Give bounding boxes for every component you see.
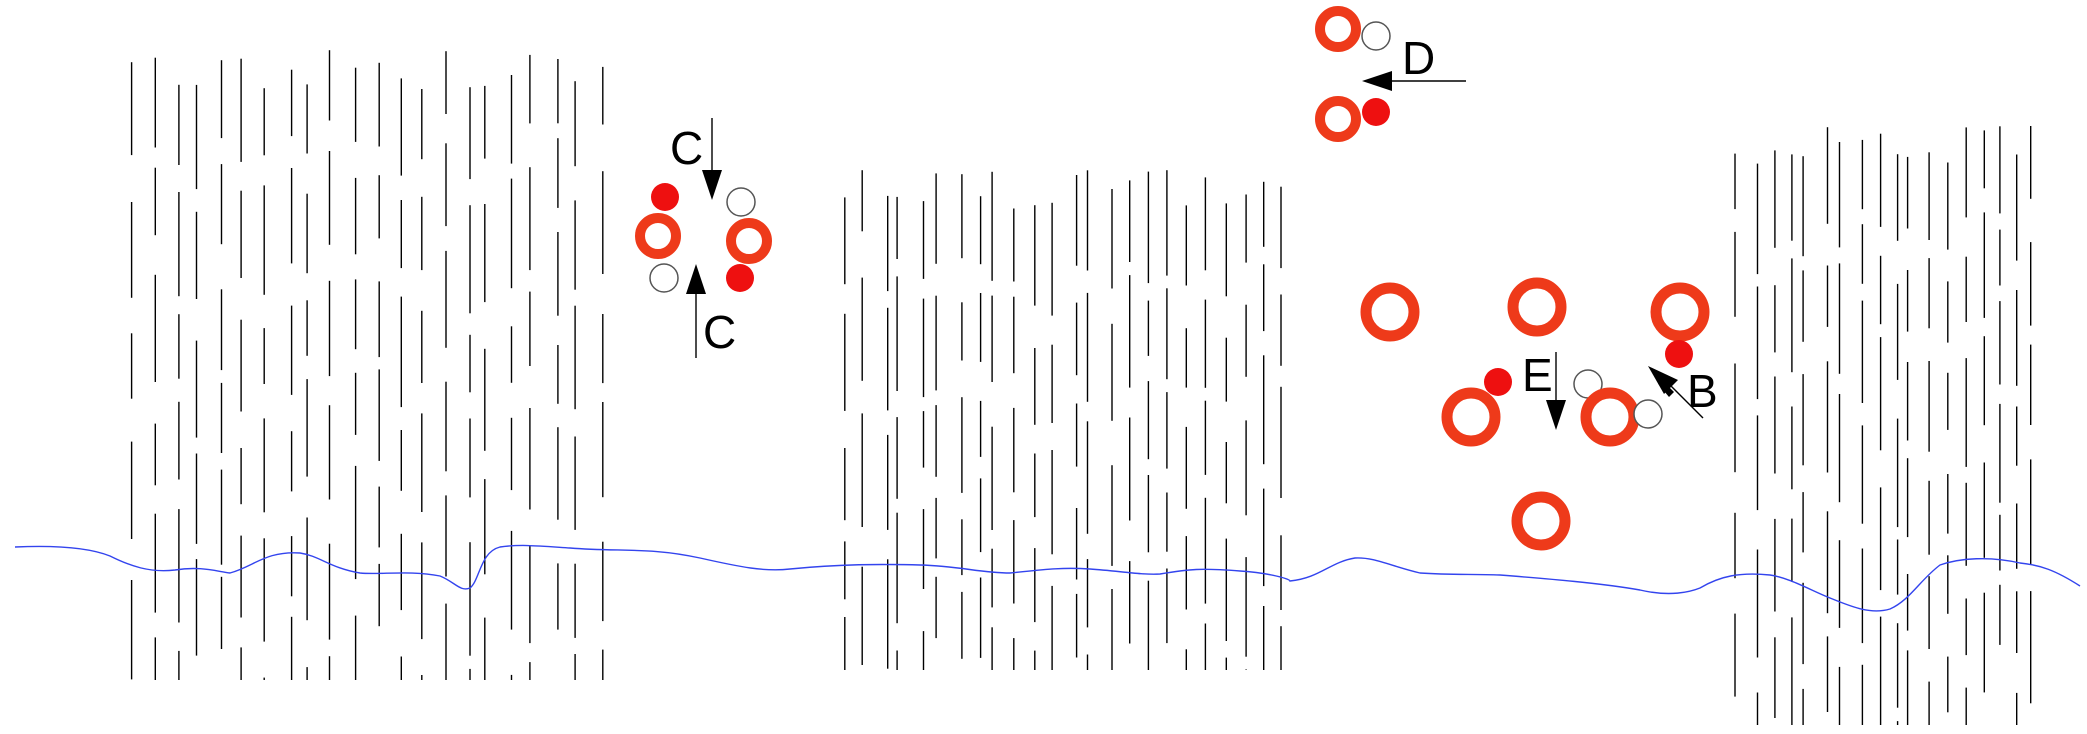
arrow-icon xyxy=(1546,400,1566,430)
label-c-bottom: C xyxy=(703,306,736,358)
orange-ring-icon xyxy=(726,218,772,264)
red-dot-icon xyxy=(1665,340,1693,368)
white-dot-icon xyxy=(726,187,756,217)
white-dot-icon xyxy=(649,263,679,293)
symbol-cluster-e-b: E B xyxy=(1360,277,1718,551)
orange-ring-icon xyxy=(1360,282,1420,342)
orange-ring-icon xyxy=(635,213,681,259)
orange-ring-icon xyxy=(1580,387,1640,447)
orange-ring-icon xyxy=(1315,6,1361,52)
white-dot-icon xyxy=(1633,399,1663,429)
arrow-icon xyxy=(1648,366,1678,394)
symbol-cluster-c: C C xyxy=(635,118,772,358)
label-c-top: C xyxy=(670,122,703,174)
arrow-icon xyxy=(686,264,706,294)
arrow-b-shaft xyxy=(1667,382,1704,419)
red-dot-icon xyxy=(651,183,679,211)
label-e: E xyxy=(1522,349,1553,401)
vertical-stalk-field xyxy=(130,50,2032,725)
white-dot-icon xyxy=(1361,21,1391,51)
orange-ring-icon xyxy=(1315,96,1361,142)
symbol-cluster-d: D xyxy=(1315,6,1466,142)
red-dot-icon xyxy=(1484,368,1512,396)
orange-ring-icon xyxy=(1507,277,1567,337)
red-dot-icon xyxy=(726,264,754,292)
red-dot-icon xyxy=(1362,98,1390,126)
label-b: B xyxy=(1687,365,1718,417)
label-d: D xyxy=(1402,32,1435,84)
arrow-icon xyxy=(1362,71,1392,91)
water-line xyxy=(14,544,2081,612)
orange-ring-icon xyxy=(1650,282,1710,342)
orange-ring-icon xyxy=(1441,387,1501,447)
arrow-icon xyxy=(702,170,722,200)
orange-ring-icon xyxy=(1511,491,1571,551)
